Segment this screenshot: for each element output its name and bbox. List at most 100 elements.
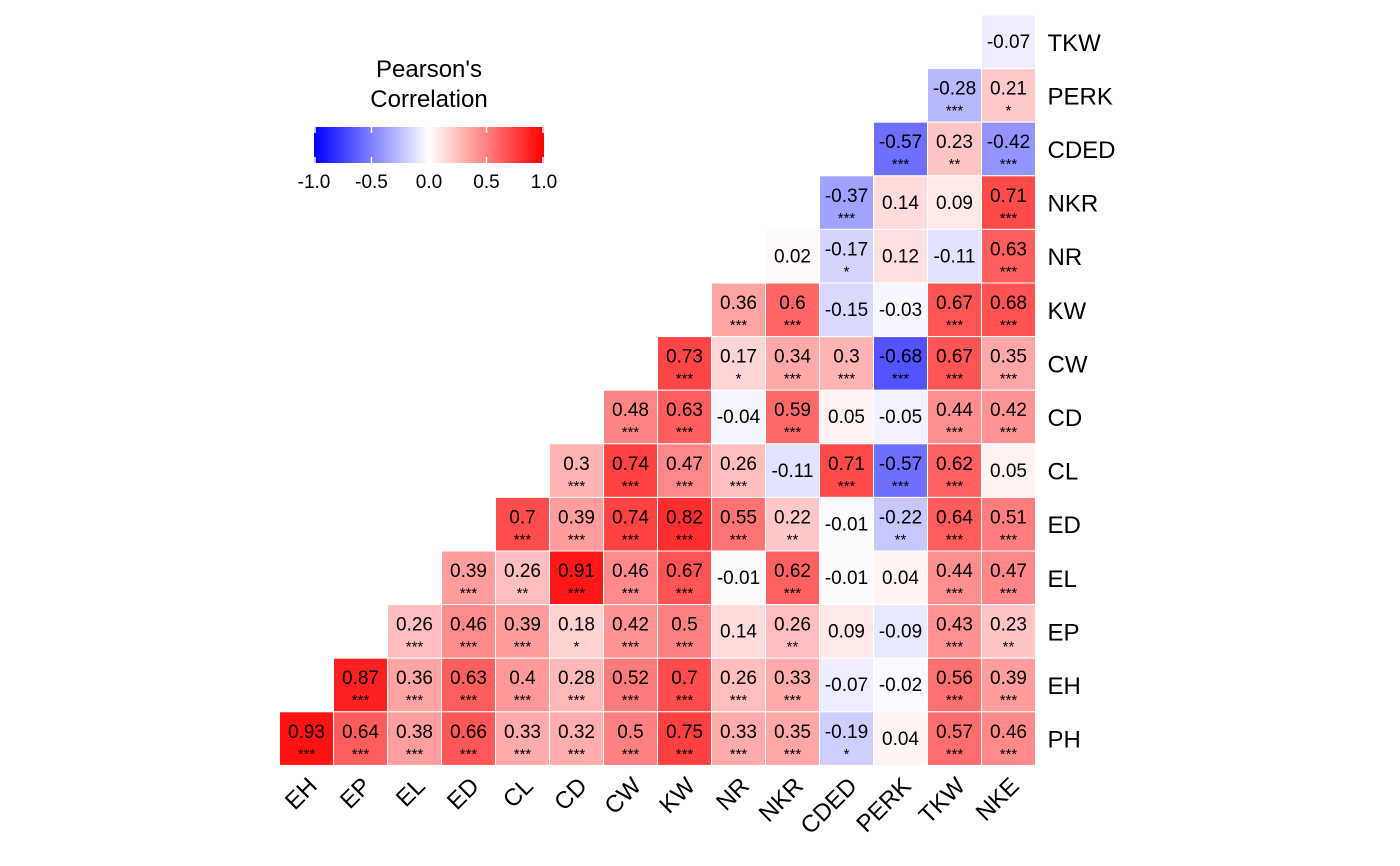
heatmap-cell: -0.01	[819, 550, 874, 606]
cell-significance-label: *	[574, 639, 580, 656]
cell-fill	[927, 121, 982, 177]
cell-fill	[981, 496, 1036, 552]
heatmap-cell: -0.28 ***	[927, 68, 982, 123]
heatmap-cell: -0.57 ***	[873, 121, 928, 177]
cell-significance-label: ***	[622, 478, 640, 495]
cell-fill	[765, 604, 820, 659]
column-label: NR	[711, 773, 755, 817]
cell-value-label: 0.73	[666, 347, 703, 368]
cell-value-label: 0.42	[612, 615, 649, 636]
cell-fill	[765, 282, 820, 338]
cell-fill	[711, 336, 766, 391]
cell-value-label: 0.82	[666, 507, 703, 528]
heatmap-cell: 0.34 ***	[765, 336, 820, 391]
cell-significance-label: ***	[676, 478, 694, 495]
cell-significance-label: ***	[946, 692, 964, 709]
cell-fill	[873, 389, 928, 445]
cell-value-label: 0.34	[774, 347, 811, 368]
cell-significance-label: ***	[622, 746, 640, 763]
cell-significance-label: ***	[406, 639, 424, 656]
cell-significance-label: ***	[622, 639, 640, 656]
cell-value-label: -0.05	[879, 407, 922, 428]
heatmap-cell: 0.39 ***	[981, 657, 1036, 713]
cell-fill	[549, 550, 604, 606]
cell-fill	[711, 389, 766, 445]
cell-value-label: 0.6	[779, 293, 805, 314]
cell-value-label: 0.22	[774, 507, 811, 528]
heatmap-cell: -0.07	[981, 14, 1036, 70]
row-label: EL	[1048, 566, 1077, 593]
heatmap-cell: 0.21 *	[981, 68, 1036, 123]
cell-value-label: 0.47	[990, 561, 1027, 582]
heatmap-cell: -0.68 ***	[873, 336, 928, 391]
cell-value-label: 0.32	[558, 722, 595, 743]
cell-significance-label: ***	[460, 746, 478, 763]
heatmap-cell: 0.71 ***	[819, 443, 874, 498]
cell-value-label: 0.87	[342, 668, 379, 689]
heatmap-cell: 0.36 ***	[387, 657, 442, 713]
cell-value-label: 0.47	[666, 454, 703, 475]
cell-fill	[765, 550, 820, 606]
cell-fill	[927, 657, 982, 713]
cell-fill	[981, 711, 1036, 766]
cell-value-label: -0.37	[825, 186, 868, 207]
cell-fill	[603, 604, 658, 659]
cell-value-label: 0.5	[671, 615, 697, 636]
cell-fill	[819, 496, 874, 552]
cell-value-label: 0.33	[504, 722, 541, 743]
cell-significance-label: ***	[460, 692, 478, 709]
cell-significance-label: ***	[784, 424, 802, 441]
heatmap-cell: 0.14	[873, 175, 928, 230]
cell-value-label: 0.18	[558, 615, 595, 636]
cell-value-label: -0.68	[879, 347, 922, 368]
cell-value-label: 0.36	[720, 293, 757, 314]
cell-significance-label: ***	[946, 103, 964, 120]
cell-significance-label: ***	[1000, 692, 1018, 709]
cell-significance-label: ***	[1000, 746, 1018, 763]
cell-significance-label: ***	[730, 531, 748, 548]
cell-significance-label: ***	[1000, 585, 1018, 602]
heatmap-cell: -0.57 ***	[873, 443, 928, 498]
heatmap-cell: -0.09	[873, 604, 928, 659]
cell-fill	[765, 711, 820, 766]
cell-value-label: 0.35	[990, 347, 1027, 368]
heatmap-cell: 0.67 ***	[927, 336, 982, 391]
cell-value-label: 0.26	[774, 615, 811, 636]
heatmap-cell: 0.26 **	[495, 550, 550, 606]
cell-value-label: 0.26	[720, 454, 757, 475]
column-label: PERK	[851, 773, 916, 838]
cell-significance-label: ***	[838, 371, 856, 388]
cell-value-label: 0.56	[936, 668, 973, 689]
heatmap-cell: 0.5 ***	[657, 604, 712, 659]
heatmap-cell: 0.67 ***	[927, 282, 982, 338]
cell-fill	[657, 550, 712, 606]
cell-value-label: 0.05	[990, 461, 1027, 482]
cell-value-label: 0.17	[720, 347, 757, 368]
cell-value-label: 0.66	[450, 722, 487, 743]
cell-value-label: -0.42	[987, 132, 1030, 153]
cell-value-label: 0.93	[288, 722, 325, 743]
cell-fill	[819, 711, 874, 766]
cell-significance-label: ***	[406, 692, 424, 709]
heatmap-cell: 0.63 ***	[657, 389, 712, 445]
cell-significance-label: ***	[568, 531, 586, 548]
cell-fill	[981, 228, 1036, 284]
cell-value-label: 0.46	[612, 561, 649, 582]
cell-value-label: 0.42	[990, 400, 1027, 421]
legend: Pearson's Correlation -1.0 -0.5 0.0 0.5 1.0	[298, 56, 558, 193]
cell-value-label: 0.05	[828, 407, 865, 428]
heatmap-cell: 0.91 ***	[549, 550, 604, 606]
cell-fill	[711, 443, 766, 498]
cell-value-label: 0.43	[936, 615, 973, 636]
heatmap-cell: 0.39 ***	[495, 604, 550, 659]
heatmap-cell: 0.71 ***	[981, 175, 1036, 230]
cell-value-label: 0.21	[990, 79, 1027, 100]
cell-fill	[873, 336, 928, 391]
cell-value-label: -0.03	[879, 300, 922, 321]
cell-significance-label: ***	[1000, 210, 1018, 227]
heatmap-cell: 0.35 ***	[765, 711, 820, 766]
cell-value-label: -0.19	[825, 722, 868, 743]
cell-value-label: 0.7	[509, 507, 535, 528]
cell-fill	[441, 657, 496, 713]
